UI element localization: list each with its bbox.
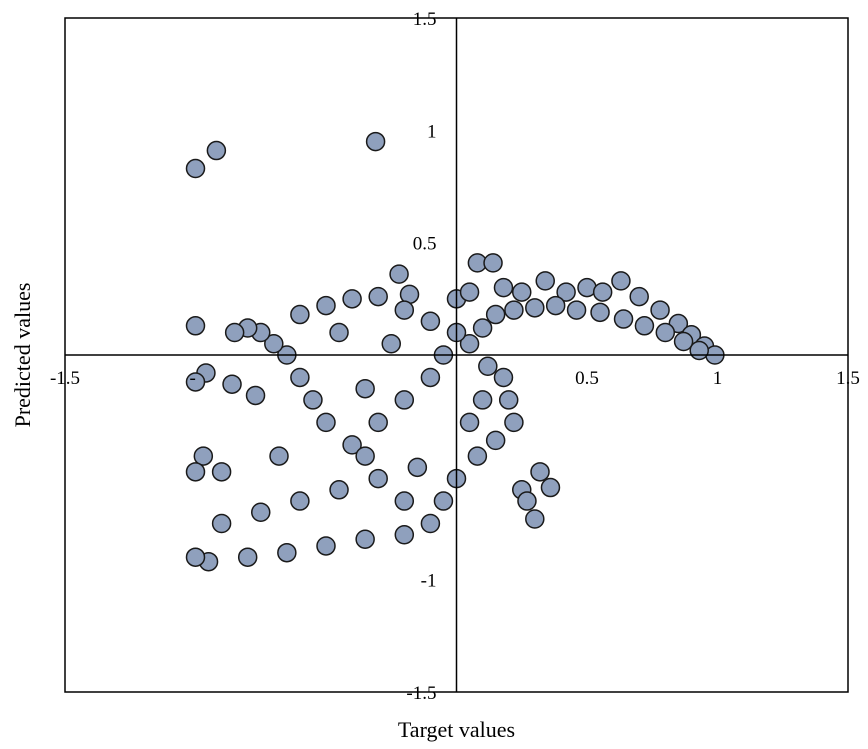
data-point — [493, 367, 514, 388]
x-tick-label: 1.5 — [836, 368, 860, 389]
data-point — [655, 322, 676, 343]
data-point — [556, 282, 576, 302]
data-point — [407, 457, 428, 478]
data-point — [277, 542, 297, 563]
data-point — [592, 282, 613, 302]
data-point — [478, 356, 498, 376]
data-point — [611, 271, 631, 291]
data-point — [237, 547, 258, 567]
data-point — [394, 390, 415, 410]
y-tick-label: -1 — [421, 571, 437, 592]
data-point — [290, 491, 310, 511]
data-point — [433, 491, 454, 511]
data-point — [394, 300, 415, 320]
data-point — [355, 378, 375, 399]
data-point — [472, 390, 493, 410]
data-point — [472, 318, 493, 338]
x-tick-label: 1 — [713, 368, 723, 389]
data-point — [381, 334, 401, 354]
data-point — [251, 502, 271, 523]
y-axis-title: Predicted values — [10, 283, 35, 428]
data-point — [329, 480, 349, 500]
data-point — [673, 331, 694, 352]
data-point — [634, 316, 655, 336]
data-point — [517, 491, 537, 511]
data-point — [459, 282, 480, 302]
data-point — [269, 446, 289, 466]
data-point — [224, 322, 245, 343]
data-point — [206, 140, 227, 161]
y-tick-label: 1.5 — [413, 9, 437, 30]
data-point — [504, 300, 524, 320]
data-point — [329, 322, 349, 343]
data-point — [342, 289, 362, 309]
x-tick-label-cross: - — [190, 368, 196, 389]
y-tick-label: 0.5 — [413, 234, 437, 255]
data-point — [498, 390, 519, 410]
y-tick-label: -1.5 — [406, 683, 436, 704]
data-point — [342, 435, 362, 455]
data-point — [316, 295, 336, 316]
data-point — [389, 264, 409, 284]
data-point — [650, 300, 670, 320]
data-point — [222, 374, 242, 394]
data-point — [459, 412, 480, 433]
data-point — [185, 372, 206, 392]
data-point — [566, 300, 587, 320]
y-tick-labels: 1.5 1 0.5 -1 -1.5 — [406, 9, 436, 704]
data-point — [264, 334, 284, 354]
data-point — [245, 385, 266, 406]
data-point — [355, 446, 375, 466]
data-point — [368, 468, 388, 489]
data-point — [185, 547, 206, 567]
data-point — [211, 462, 232, 482]
data-point — [545, 295, 566, 316]
data-point — [493, 277, 514, 298]
data-point — [459, 334, 480, 354]
data-point — [303, 390, 323, 410]
data-point — [211, 513, 232, 534]
data-point — [525, 298, 545, 318]
data-point — [368, 286, 388, 307]
data-point — [290, 367, 310, 388]
data-point — [590, 302, 610, 323]
data-point — [420, 513, 441, 534]
data-point — [467, 446, 488, 466]
data-point — [483, 253, 503, 273]
data-point — [394, 524, 415, 545]
x-tick-label: -1.5 — [50, 368, 80, 389]
data-point — [540, 477, 561, 498]
data-point — [530, 462, 550, 482]
data-point — [613, 309, 634, 329]
data-point — [193, 446, 214, 466]
data-point — [485, 430, 506, 451]
x-tick-labels: -1.5 0.5 1 1.5 — [50, 368, 860, 389]
data-points — [185, 131, 725, 572]
data-point — [525, 509, 545, 529]
data-point — [394, 491, 415, 511]
data-point — [316, 412, 336, 433]
x-tick-label: 0.5 — [575, 368, 599, 389]
x-axis-title: Target values — [398, 717, 515, 742]
data-point — [629, 286, 649, 307]
y-tick-label: 1 — [427, 121, 437, 142]
data-point — [316, 536, 336, 556]
data-point — [512, 282, 532, 302]
data-point — [420, 367, 441, 388]
data-point — [185, 462, 206, 482]
data-point — [420, 311, 441, 332]
data-point — [185, 316, 206, 336]
data-point — [355, 529, 375, 549]
data-point — [368, 412, 388, 433]
data-point — [504, 412, 524, 433]
data-point — [365, 131, 386, 152]
data-point — [485, 304, 506, 325]
data-point — [290, 304, 310, 325]
data-point — [535, 271, 555, 291]
data-point — [185, 158, 206, 179]
